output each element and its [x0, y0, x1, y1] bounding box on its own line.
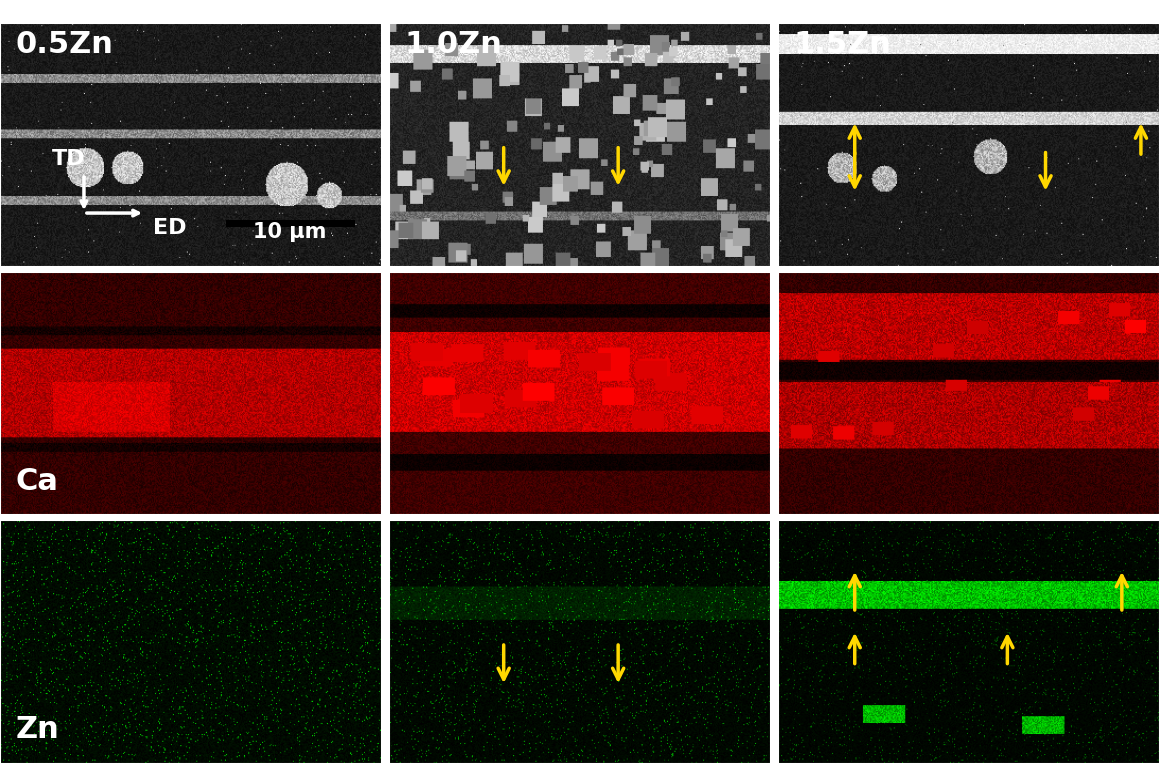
Text: ED: ED	[153, 218, 186, 238]
Text: 1.5Zn: 1.5Zn	[793, 31, 892, 60]
Text: 0.5Zn: 0.5Zn	[15, 31, 114, 60]
Text: 10 μm: 10 μm	[253, 222, 327, 242]
Text: Ca: Ca	[15, 467, 58, 496]
Text: Zn: Zn	[15, 716, 59, 744]
Text: TD: TD	[52, 149, 86, 169]
Text: 1.0Zn: 1.0Zn	[405, 31, 502, 60]
